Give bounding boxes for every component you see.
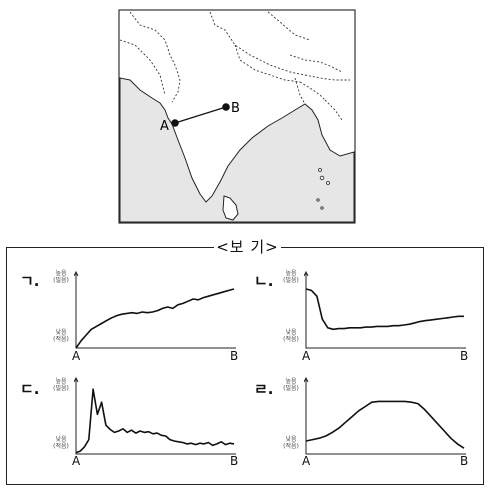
- box-title: <보 기>: [214, 238, 281, 256]
- x-end-label-2: B: [460, 349, 469, 363]
- y-axis-arrow: [74, 270, 79, 277]
- x-end-label-3: B: [230, 454, 239, 468]
- chart-axes: [305, 378, 466, 455]
- south-asia-map: A B: [118, 9, 356, 224]
- line-chart-2: [304, 270, 466, 349]
- x-end-label-1: B: [230, 349, 239, 363]
- arabian-sea: [119, 77, 355, 223]
- line-chart-4: [304, 376, 466, 455]
- sri-lanka: [222, 195, 239, 221]
- a-b-transect: [174, 106, 227, 124]
- y-axis-arrow: [304, 270, 309, 277]
- y-low-label-1: 낮음 (적음): [53, 329, 69, 343]
- chart-label-2: ㄴ.: [254, 272, 274, 290]
- x-end-label-4: B: [460, 454, 469, 468]
- y-high-label-3: 높음 (밀음): [53, 378, 69, 392]
- chart-label-1: ㄱ.: [20, 272, 40, 290]
- point-b-label: B: [231, 101, 240, 116]
- y-high-label-4: 높음 (밀음): [283, 378, 299, 392]
- y-axis-arrow: [304, 376, 309, 383]
- chart-axes: [305, 272, 466, 349]
- line-chart-3: [74, 376, 236, 455]
- y-low-label-4: 낮음 (적음): [283, 436, 299, 450]
- y-axis-arrow: [74, 376, 79, 383]
- x-start-label-3: A: [72, 454, 81, 468]
- chart-axes: [75, 272, 236, 349]
- chart-label-4: ㄹ.: [254, 380, 274, 398]
- x-start-label-4: A: [302, 454, 311, 468]
- y-high-label-1: 높음 (밀음): [53, 270, 69, 284]
- y-low-label-2: 낮음 (적음): [283, 329, 299, 343]
- point-a-label: A: [160, 119, 169, 134]
- y-low-label-3: 낮음 (적음): [53, 436, 69, 450]
- point-b-marker: [222, 103, 230, 111]
- map-area: A B: [0, 0, 495, 235]
- country-borders: [119, 11, 350, 121]
- series-line: [305, 400, 465, 449]
- line-chart-1: [74, 270, 236, 349]
- x-start-label-1: A: [72, 349, 81, 363]
- chart-axes: [75, 378, 236, 455]
- series-line: [75, 288, 235, 349]
- chart-label-3: ㄷ.: [20, 380, 40, 398]
- series-line: [75, 388, 235, 454]
- y-high-label-2: 높음 (밀음): [283, 270, 299, 284]
- x-start-label-2: A: [302, 349, 311, 363]
- series-line: [305, 288, 464, 331]
- point-a-marker: [171, 119, 179, 127]
